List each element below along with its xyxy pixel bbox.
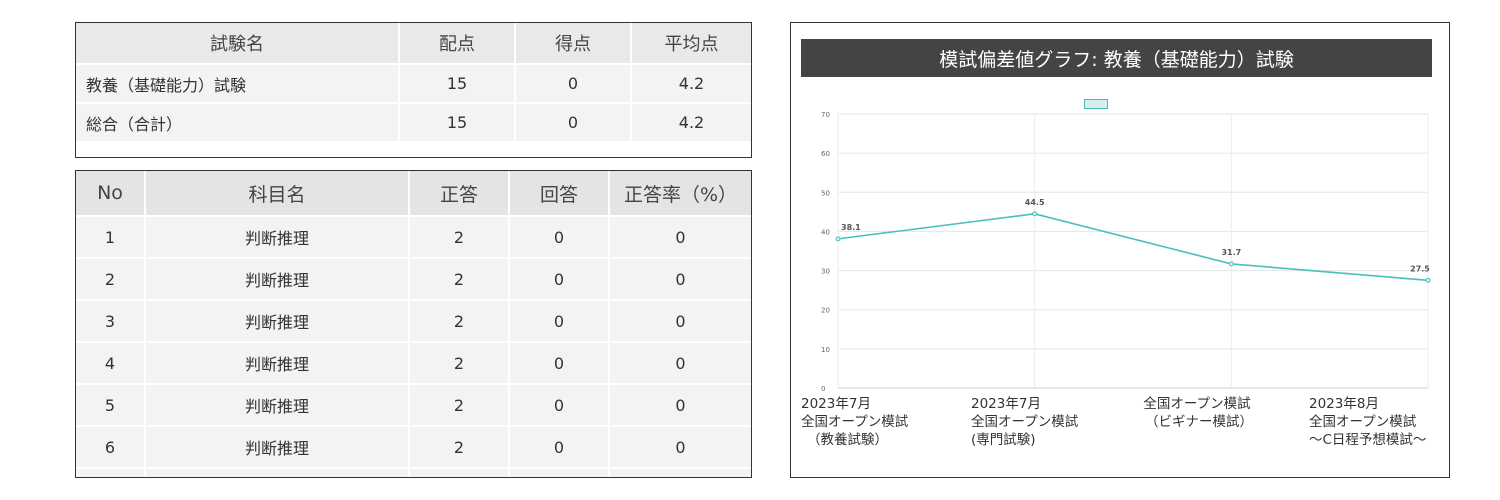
header-average: 平均点	[631, 23, 751, 65]
row-answered: 0	[509, 342, 610, 385]
data-label: 38.1	[841, 223, 861, 232]
x-tick-label-line: 全国オープン模試	[971, 414, 1079, 430]
x-tick-label: 2023年8月全国オープン模試 ～C日程予想模試～	[1309, 395, 1426, 449]
row-subject: 判断推理	[145, 258, 410, 301]
x-tick-label-line: 全国オープン模試	[1143, 396, 1251, 412]
y-tick-label: 50	[821, 189, 830, 197]
row-answered: 0	[509, 426, 610, 469]
header-no: No	[76, 171, 146, 217]
table-row: 1 判断推理 2 0 0	[76, 216, 751, 259]
row-answered: 0	[509, 384, 610, 427]
x-tick-label-line: （教養試験）	[807, 432, 888, 448]
exam-name: 教養（基礎能力）試験	[76, 64, 400, 104]
x-tick-label-line: 2023年7月	[801, 396, 871, 412]
row-rate: 0	[609, 258, 751, 301]
summary-header-row: 試験名 配点 得点 平均点	[76, 23, 751, 65]
data-point	[1425, 277, 1431, 283]
summary-row: 教養（基礎能力）試験 15 0 4.2	[76, 64, 751, 104]
x-tick-label: 全国オープン模試 （ビギナー模試）	[1141, 395, 1253, 431]
data-label: 27.5	[1410, 264, 1430, 273]
y-tick-label: 70	[821, 111, 830, 119]
header-answered: 回答	[509, 171, 610, 217]
row-subject: 判断推理	[145, 216, 410, 259]
header-points: 配点	[399, 23, 516, 65]
y-tick-label: 20	[821, 307, 830, 315]
header-subject-name: 科目名	[145, 171, 410, 217]
deviation-chart-panel: 模試偏差値グラフ: 教養（基礎能力）試験 0 10 20 30 40 50 60 70 38.1…	[790, 22, 1450, 478]
row-subject: 判断推理	[145, 426, 410, 469]
summary-row: 総合（合計） 15 0 4.2	[76, 103, 751, 143]
exam-summary-table: 試験名 配点 得点 平均点 教養（基礎能力）試験 15 0 4.2 総合（合計）…	[75, 22, 752, 158]
legend-swatch[interactable]	[1084, 99, 1108, 109]
row-answered: 0	[509, 258, 610, 301]
data-point	[1228, 261, 1234, 267]
x-tick-label-line: 2023年8月	[1309, 396, 1379, 412]
y-tick-label: 10	[821, 346, 830, 354]
exam-name: 総合（合計）	[76, 103, 400, 143]
row-rate: 0	[609, 300, 751, 343]
table-row: 5 判断推理 2 0 0	[76, 384, 751, 427]
y-tick-label: 0	[821, 385, 825, 393]
row-rate: 0	[609, 384, 751, 427]
header-exam-name: 試験名	[76, 23, 400, 65]
x-tick-label: 2023年7月全国オープン模試 （教養試験）	[801, 395, 908, 449]
row-no: 4	[76, 342, 146, 385]
row-correct: 2	[409, 426, 510, 469]
table-row: 3 判断推理 2 0 0	[76, 300, 751, 343]
row-correct: 2	[409, 216, 510, 259]
row-subject: 判断推理	[145, 342, 410, 385]
row-no: 2	[76, 258, 146, 301]
exam-average: 4.2	[631, 64, 751, 104]
exam-score: 0	[515, 103, 632, 143]
row-correct: 2	[409, 384, 510, 427]
x-tick-label-line: (専門試験)	[971, 432, 1036, 448]
subject-results-table: No 科目名 正答 回答 正答率（%） 1 判断推理 2 0 0 2 判断推理 …	[75, 170, 752, 478]
row-rate: 0	[609, 342, 751, 385]
x-tick-label-line: 全国オープン模試	[1309, 414, 1417, 430]
table-row: 4 判断推理 2 0 0	[76, 342, 751, 385]
subjects-header-row: No 科目名 正答 回答 正答率（%）	[76, 171, 751, 217]
header-correct-rate: 正答率（%）	[609, 171, 751, 217]
row-subject: 判断推理	[145, 300, 410, 343]
chart-title: 模試偏差値グラフ: 教養（基礎能力）試験	[801, 39, 1432, 77]
row-answered: 0	[509, 300, 610, 343]
x-tick-label-line: （ビギナー模試）	[1145, 414, 1253, 430]
x-tick-label-line: 2023年7月	[971, 396, 1041, 412]
table-row: 6 判断推理 2 0 0	[76, 426, 751, 469]
line-chart: 0 10 20 30 40 50 60 70 38.1 44.5 31.7 27.5	[821, 111, 1431, 393]
table-row: 2 判断推理 2 0 0	[76, 258, 751, 301]
exam-points: 15	[399, 103, 516, 143]
x-tick-label-line: ～C日程予想模試～	[1309, 432, 1427, 448]
row-rate: 0	[609, 216, 751, 259]
x-tick-label: 2023年7月全国オープン模試 (専門試験)	[971, 395, 1078, 449]
header-correct: 正答	[409, 171, 510, 217]
row-correct: 2	[409, 258, 510, 301]
row-no: 3	[76, 300, 146, 343]
row-answered: 0	[509, 216, 610, 259]
row-no: 5	[76, 384, 146, 427]
row-rate: 0	[609, 426, 751, 469]
row-no: 1	[76, 216, 146, 259]
data-point	[1032, 211, 1038, 217]
data-point	[835, 236, 841, 242]
header-score: 得点	[515, 23, 632, 65]
y-tick-label: 40	[821, 228, 830, 236]
table-row-partial	[76, 468, 751, 477]
y-tick-label: 30	[821, 268, 830, 276]
x-tick-label-line: 全国オープン模試	[801, 414, 909, 430]
row-correct: 2	[409, 342, 510, 385]
series-line	[837, 213, 1429, 282]
data-label: 31.7	[1221, 248, 1241, 257]
row-subject: 判断推理	[145, 384, 410, 427]
row-correct: 2	[409, 300, 510, 343]
row-no: 6	[76, 426, 146, 469]
exam-average: 4.2	[631, 103, 751, 143]
y-tick-label: 60	[821, 150, 830, 158]
exam-points: 15	[399, 64, 516, 104]
exam-score: 0	[515, 64, 632, 104]
data-label: 44.5	[1025, 198, 1045, 207]
